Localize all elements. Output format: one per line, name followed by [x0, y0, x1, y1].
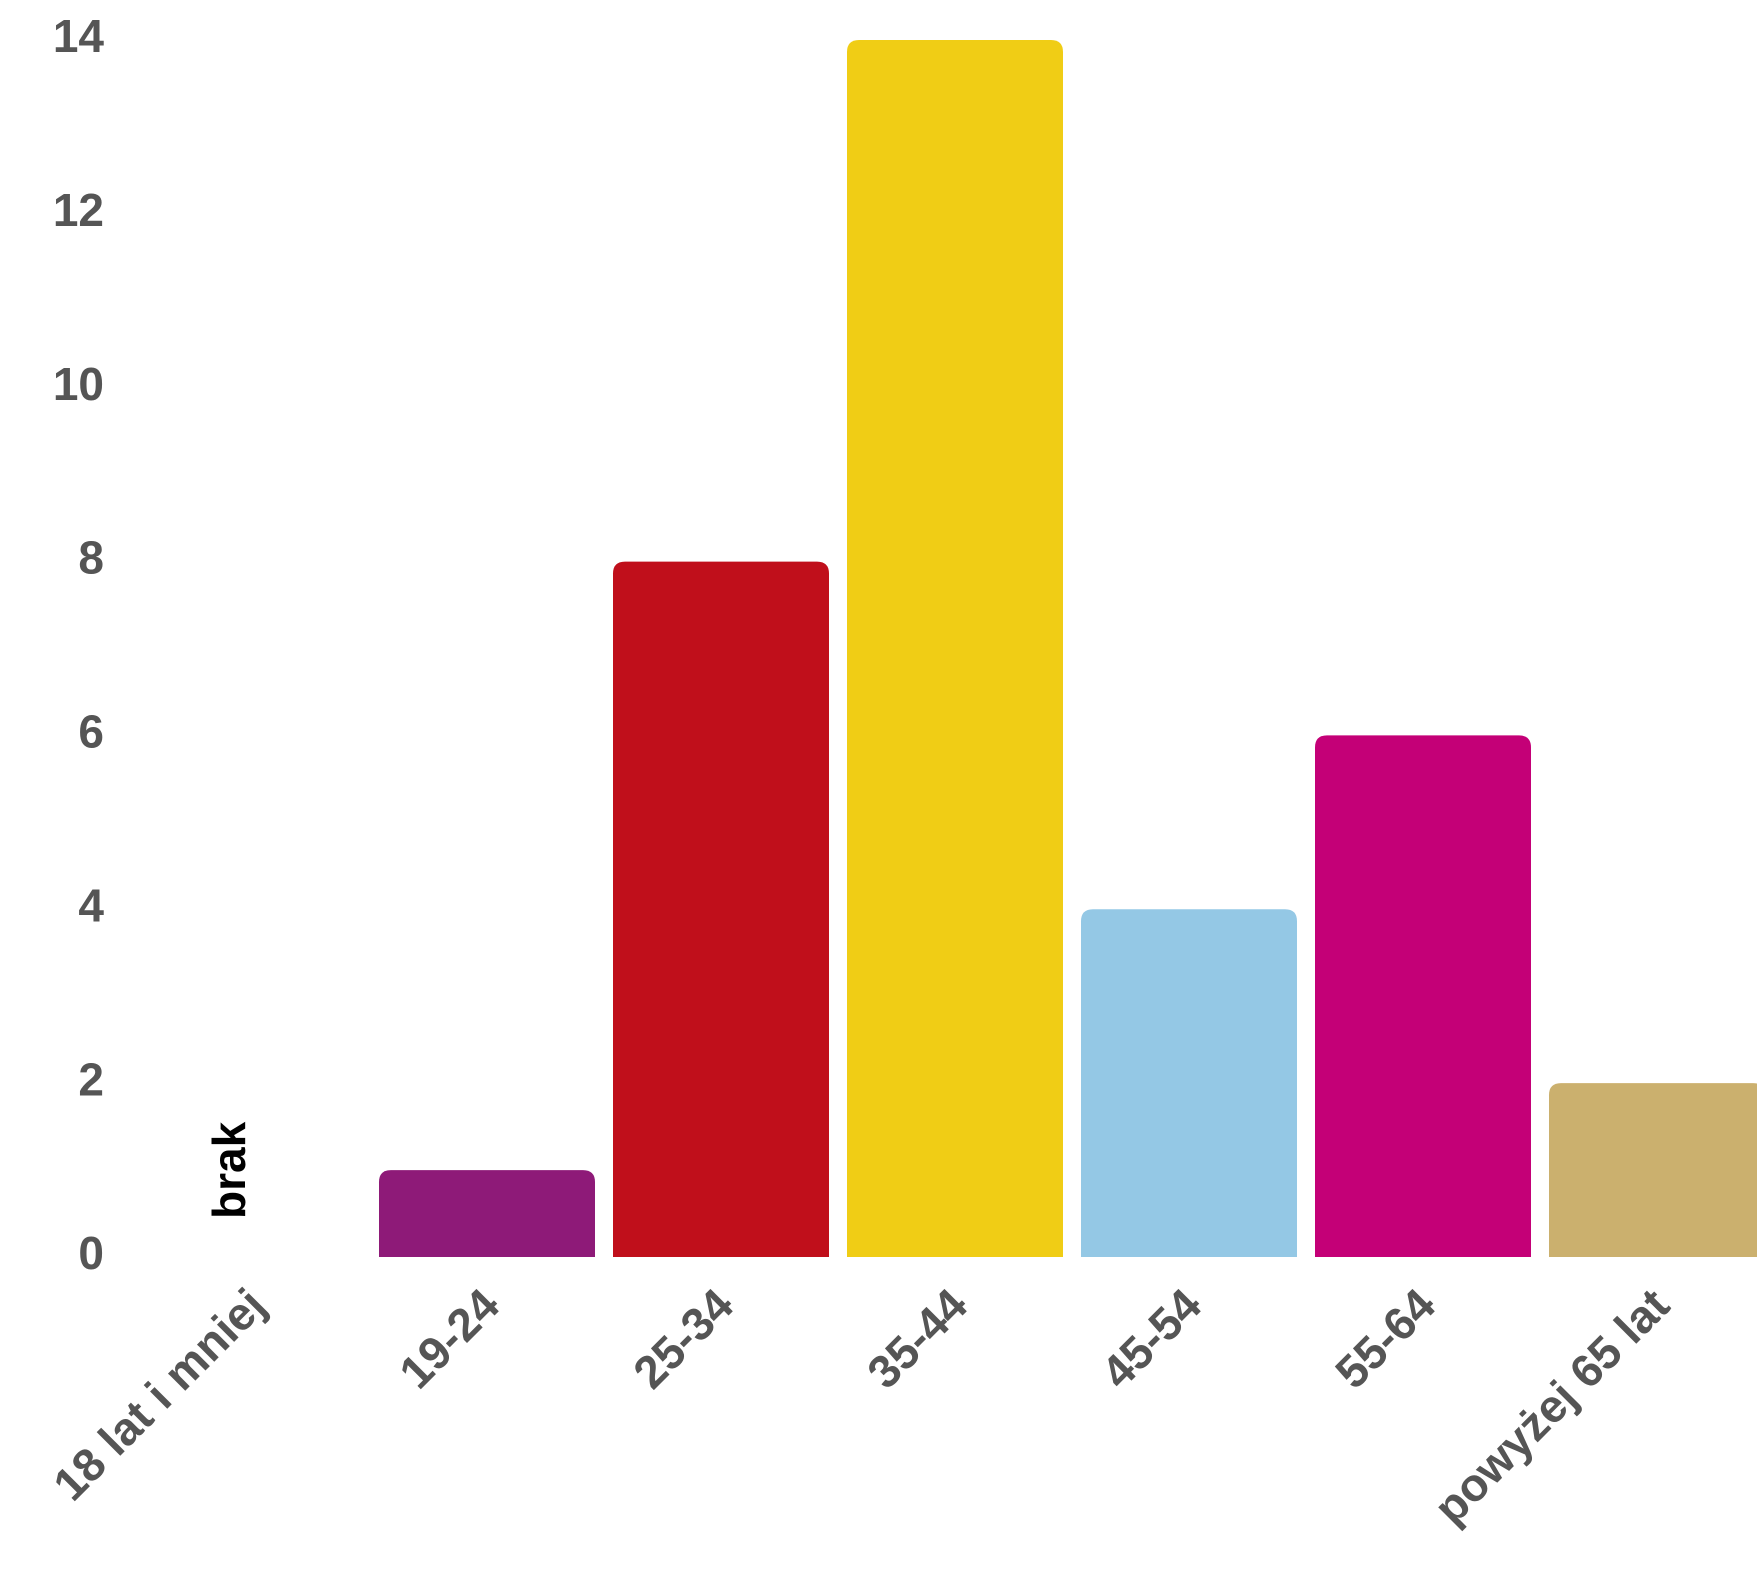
x-tick-label: 18 lat i mniej: [43, 1278, 275, 1510]
x-axis-labels: 18 lat i mniej 19-24 25-34 35-44 45-54 55-64p…: [43, 1278, 1679, 1534]
annotations: brak: [203, 1121, 255, 1219]
x-tick-label: 35-44: [857, 1278, 977, 1398]
x-tick-label: 19-24: [389, 1278, 509, 1398]
bar: [1549, 1083, 1757, 1257]
y-tick-label: 0: [78, 1227, 104, 1279]
x-tick-label: 55-64: [1325, 1278, 1445, 1398]
x-tick-label: 45-54: [1091, 1278, 1211, 1398]
y-tick-label: 12: [53, 184, 104, 236]
bar: [379, 1170, 595, 1257]
x-tick-label: powyżej 65 lat: [1424, 1278, 1680, 1534]
y-tick-label: 4: [78, 879, 104, 931]
y-axis-ticks: 0 2 4 6 8 10 12 14: [53, 10, 105, 1279]
bar-annotation: brak: [203, 1121, 255, 1219]
x-tick-label: 25-34: [623, 1278, 743, 1398]
bars: [379, 40, 1757, 1257]
y-tick-label: 10: [53, 358, 104, 410]
bar: [613, 561, 829, 1257]
y-tick-label: 8: [78, 532, 104, 584]
bar: [1315, 735, 1531, 1257]
y-tick-label: 6: [78, 706, 104, 758]
y-tick-label: 2: [78, 1053, 104, 1105]
bar: [1081, 909, 1297, 1257]
y-tick-label: 14: [53, 10, 105, 62]
bar: [847, 40, 1063, 1257]
